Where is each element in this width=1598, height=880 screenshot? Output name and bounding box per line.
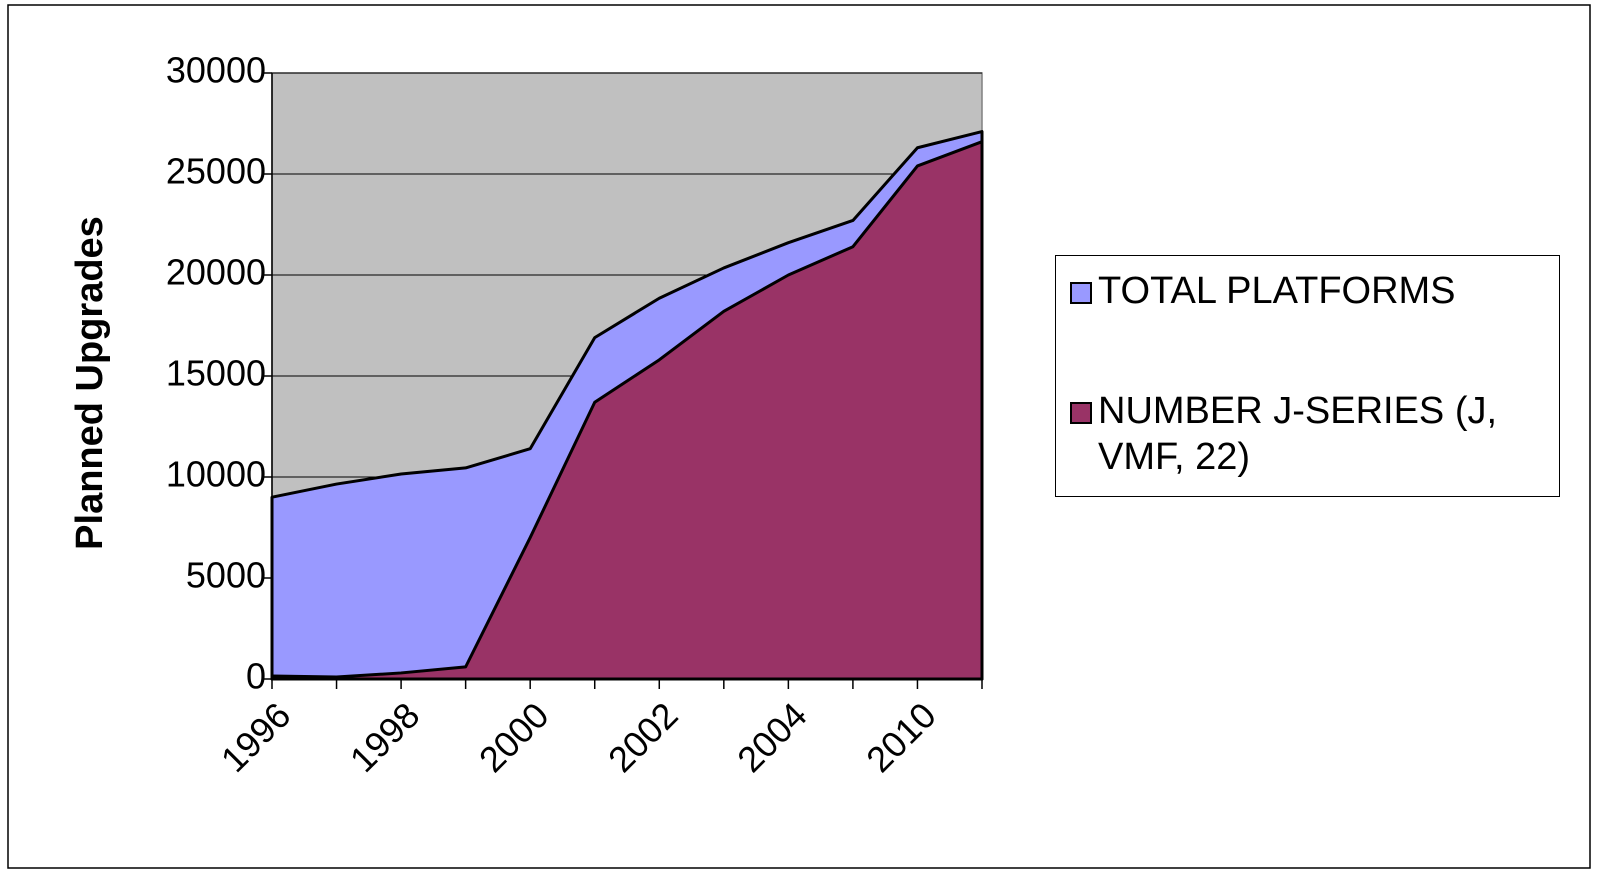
y-tick-label: 10000 bbox=[166, 454, 266, 495]
legend-item: TOTAL PLATFORMS bbox=[1070, 268, 1548, 314]
legend-label: TOTAL PLATFORMS bbox=[1098, 270, 1456, 312]
legend: TOTAL PLATFORMS NUMBER J-SERIES (J, VMF, … bbox=[1055, 255, 1560, 497]
area bbox=[270, 140, 984, 681]
y-axis-title: Planned Upgrades bbox=[69, 216, 111, 550]
y-tick-label: 30000 bbox=[166, 50, 266, 91]
legend-item: NUMBER J-SERIES (J, VMF, 22) bbox=[1070, 388, 1548, 480]
legend-label: NUMBER J-SERIES (J, VMF, 22) bbox=[1098, 390, 1498, 478]
y-tick-label: 0 bbox=[246, 656, 266, 697]
legend-swatch bbox=[1070, 282, 1092, 304]
y-tick-label: 5000 bbox=[186, 555, 266, 596]
y-tick-label: 15000 bbox=[166, 353, 266, 394]
y-tick-label: 20000 bbox=[166, 252, 266, 293]
y-tick-label: 25000 bbox=[166, 151, 266, 192]
legend-swatch bbox=[1070, 402, 1092, 424]
